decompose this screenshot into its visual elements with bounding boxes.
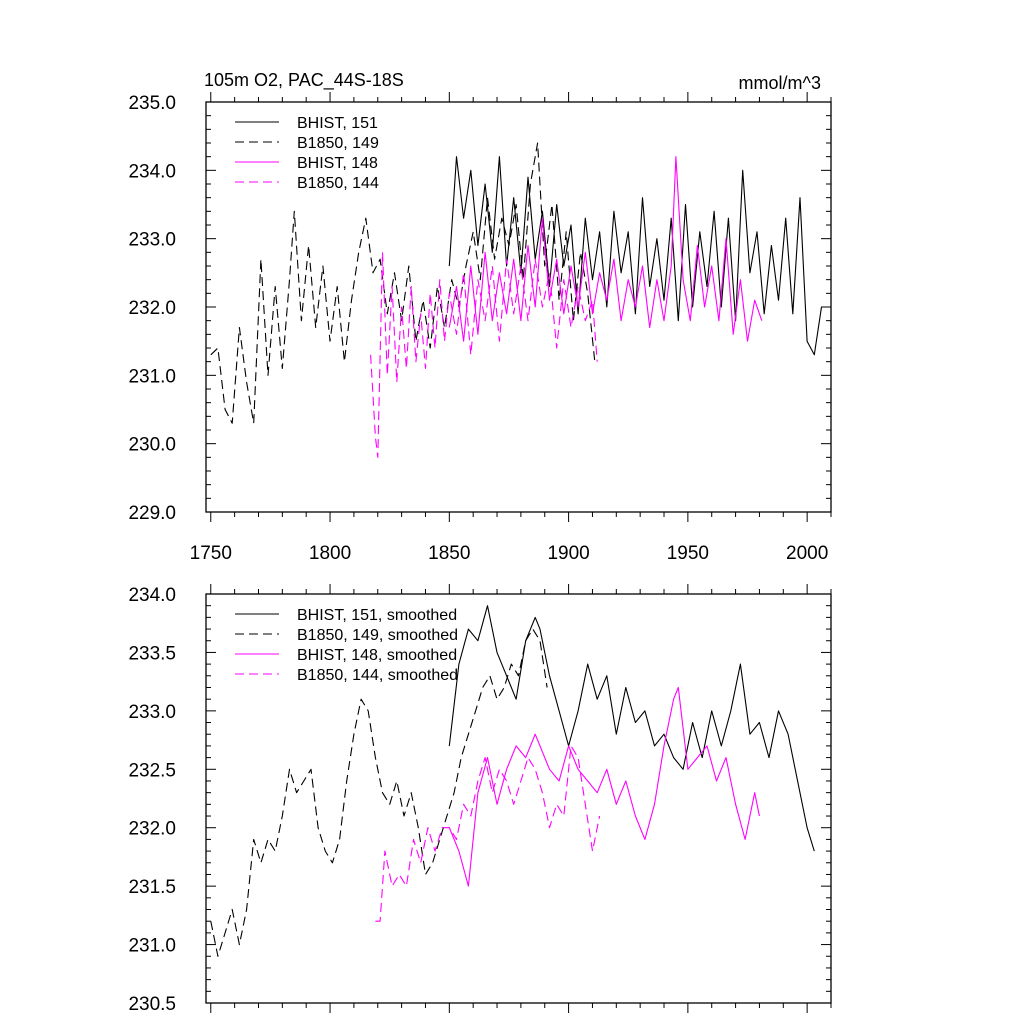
y-tick-label: 235.0 (128, 93, 176, 114)
x-tick-label: 2000 (786, 543, 828, 564)
y-tick-label: 231.0 (128, 936, 176, 957)
legend-label: BHIST, 148 (297, 155, 378, 172)
y-tick-label: 231.0 (128, 366, 176, 387)
series-line-bhist-148-smoothed (448, 686, 760, 887)
series-line-b1850-149 (210, 142, 596, 424)
y-tick-label: 233.0 (128, 230, 176, 251)
series-line-b1850-144-smoothed (375, 745, 601, 922)
series-line-b1850-149-smoothed (210, 628, 548, 957)
series-line-b1850-144 (370, 251, 598, 458)
legend-label: B1850, 144, smoothed (297, 667, 458, 684)
y-tick-label: 234.0 (128, 161, 176, 182)
plot-frame (205, 593, 832, 1004)
top-panel: 229.0 230.0 231.0 232.0 233.0 234.0 235.0 1750 1… (128, 70, 832, 564)
x-tick-label: 1850 (428, 543, 470, 564)
legend-label: BHIST, 148, smoothed (297, 647, 457, 664)
units-label: mmol/m^3 (739, 73, 821, 93)
legend-label: B1850, 149 (297, 135, 379, 152)
y-tick-label: 232.0 (128, 298, 176, 319)
x-tick-label: 1750 (190, 543, 232, 564)
legend-label: BHIST, 151, smoothed (297, 607, 457, 624)
y-tick-label: 230.0 (128, 435, 176, 456)
y-tick-label: 231.5 (128, 877, 176, 898)
y-tick-label: 232.0 (128, 819, 176, 840)
legend-label: B1850, 144 (297, 175, 379, 192)
series-group (210, 605, 815, 957)
y-tick-label: 230.5 (128, 994, 176, 1015)
legend-label: BHIST, 151 (297, 115, 378, 132)
y-tick-label: 234.0 (128, 585, 176, 606)
y-tick-label: 232.5 (128, 760, 176, 781)
series-line-bhist-151 (448, 156, 823, 356)
legend-label: B1850, 149, smoothed (297, 627, 458, 644)
x-tick-label: 1800 (309, 543, 351, 564)
y-tick-label: 229.0 (128, 503, 176, 524)
x-tick-label: 1950 (667, 543, 709, 564)
series-group (210, 142, 823, 458)
y-tick-label: 233.0 (128, 702, 176, 723)
chart-title: 105m O2, PAC_44S-18S (204, 70, 404, 91)
series-line-bhist-151-smoothed (448, 605, 815, 852)
series-line-bhist-148 (448, 156, 763, 342)
bottom-panel: 230.5 231.0 231.5 232.0 232.5 233.0 233.5 234.0… (128, 584, 832, 1015)
y-tick-label: 233.5 (128, 643, 176, 664)
x-tick-label: 1900 (547, 543, 589, 564)
